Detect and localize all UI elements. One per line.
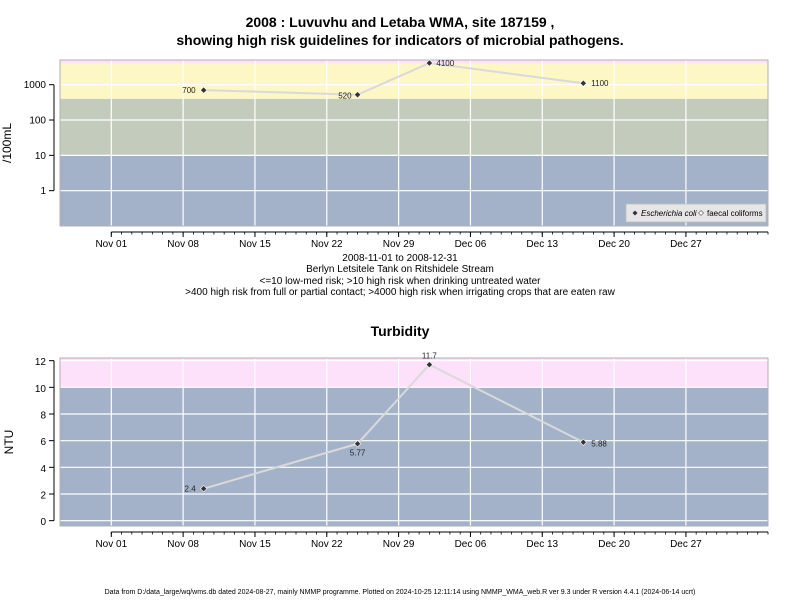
risk-band-2 bbox=[60, 63, 768, 99]
data-point bbox=[200, 485, 208, 493]
y-tick-label: 8 bbox=[40, 411, 46, 422]
series-line bbox=[203, 62, 584, 96]
risk-band-1 bbox=[60, 358, 768, 388]
y-tick-label: 100 bbox=[29, 116, 46, 127]
x-tick-label: Dec 27 bbox=[670, 539, 702, 550]
x-tick-label: Nov 01 bbox=[95, 539, 127, 550]
risk-band-0 bbox=[60, 387, 768, 526]
x-tick-label: Dec 13 bbox=[526, 239, 558, 250]
data-label: 1100 bbox=[591, 79, 609, 88]
date-range-text: 2008-11-01 to 2008-12-31 bbox=[342, 253, 458, 264]
x-tick-label: Dec 06 bbox=[455, 239, 487, 250]
risk-band-3 bbox=[60, 60, 768, 64]
y-tick-label: 12 bbox=[35, 357, 47, 368]
legend-label-faecal-coliforms: faecal coliforms bbox=[707, 209, 763, 218]
data-point bbox=[353, 440, 362, 448]
x-tick-label: Nov 29 bbox=[383, 239, 415, 250]
plot-frame bbox=[59, 59, 769, 227]
x-tick-label: Nov 22 bbox=[311, 539, 343, 550]
x-tick-label: Dec 20 bbox=[598, 539, 630, 550]
data-label: 5.88 bbox=[591, 439, 607, 448]
y-tick-label: 1000 bbox=[24, 80, 47, 91]
y-axis-label: /100mL bbox=[0, 123, 14, 163]
y-tick-label: 10 bbox=[35, 151, 47, 162]
x-tick-label: Nov 15 bbox=[239, 539, 271, 550]
site-name-text: Berlyn Letsitele Tank on Ritshidele Stre… bbox=[306, 264, 494, 275]
contact-risk-note: >400 high risk from full or partial cont… bbox=[185, 287, 615, 298]
data-point bbox=[425, 361, 434, 369]
x-tick-label: Nov 08 bbox=[167, 539, 199, 550]
data-point bbox=[579, 79, 587, 87]
x-tick-label: Nov 29 bbox=[383, 539, 415, 550]
x-tick-label: Dec 20 bbox=[598, 239, 630, 250]
y-tick-label: 0 bbox=[40, 517, 46, 528]
data-source-footer: Data from D:/data_large/wq/wms.db dated … bbox=[104, 589, 696, 596]
chart-title-line-1: 2008 : Luvuvhu and Letaba WMA, site 1871… bbox=[245, 14, 555, 30]
y-axis-label: NTU bbox=[2, 430, 16, 455]
data-label: 4100 bbox=[436, 59, 454, 68]
chart-title-line-2: showing high risk guidelines for indicat… bbox=[176, 32, 624, 48]
data-point bbox=[579, 438, 587, 446]
drinking-risk-note: <=10 low-med risk; >10 high risk when dr… bbox=[259, 276, 541, 287]
legend: Escherichia coli faecal coliforms bbox=[625, 203, 767, 223]
legend-label-e-coli: Escherichia coli bbox=[641, 209, 697, 218]
risk-band-1 bbox=[60, 98, 768, 156]
x-tick-label: Dec 13 bbox=[526, 539, 558, 550]
plot-frame bbox=[59, 357, 769, 527]
x-tick-label: Nov 22 bbox=[311, 239, 343, 250]
y-tick-label: 10 bbox=[35, 384, 47, 395]
x-tick-label: Nov 08 bbox=[167, 239, 199, 250]
data-label: 11.7 bbox=[422, 352, 438, 361]
series-line bbox=[203, 363, 584, 490]
legend-box bbox=[625, 203, 767, 223]
data-point bbox=[200, 86, 208, 94]
y-tick-label: 2 bbox=[40, 491, 46, 502]
data-label: 2.4 bbox=[185, 485, 197, 494]
turbidity-chart-title: Turbidity bbox=[370, 323, 430, 339]
x-tick-label: Dec 06 bbox=[455, 539, 487, 550]
x-tick-label: Dec 27 bbox=[670, 239, 702, 250]
x-tick-label: Nov 15 bbox=[239, 239, 271, 250]
data-point bbox=[425, 59, 434, 67]
data-label: 5.77 bbox=[350, 449, 366, 458]
data-label: 700 bbox=[182, 86, 196, 95]
y-tick-label: 6 bbox=[40, 437, 46, 448]
data-point bbox=[353, 91, 362, 99]
y-tick-label: 4 bbox=[40, 464, 46, 475]
data-label: 520 bbox=[338, 92, 352, 101]
legend-marker-e-coli bbox=[632, 210, 638, 216]
legend-marker-faecal-coliforms bbox=[698, 210, 704, 216]
x-tick-label: Nov 01 bbox=[95, 239, 127, 250]
risk-band-0 bbox=[60, 155, 768, 226]
y-tick-label: 1 bbox=[40, 186, 46, 197]
